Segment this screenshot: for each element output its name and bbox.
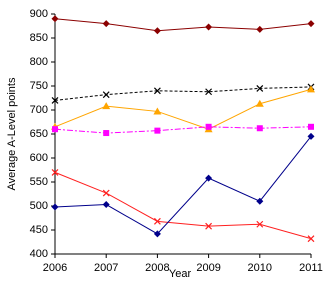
marker <box>51 15 59 23</box>
series-line <box>54 86 312 101</box>
marker <box>256 25 264 33</box>
marker <box>102 189 110 197</box>
marker <box>205 88 213 96</box>
marker <box>256 197 264 205</box>
marker <box>307 132 315 140</box>
x-tick-label: 2011 <box>299 262 323 274</box>
x-tick-label: 2006 <box>43 262 67 274</box>
x-axis-label: Year <box>169 268 192 280</box>
y-tick-label: 550 <box>30 176 48 188</box>
marker <box>256 84 264 92</box>
marker <box>153 217 161 225</box>
marker <box>51 203 59 211</box>
marker <box>102 91 110 99</box>
marker <box>205 174 213 182</box>
series-line <box>54 126 312 134</box>
y-tick-label: 500 <box>30 200 48 212</box>
marker <box>205 123 212 130</box>
series-line <box>54 171 312 240</box>
marker <box>255 99 264 107</box>
marker <box>102 102 111 110</box>
marker <box>153 27 161 35</box>
marker <box>307 20 315 28</box>
marker <box>205 23 213 31</box>
marker <box>153 107 162 115</box>
marker <box>205 222 213 230</box>
marker <box>256 125 263 132</box>
x-tick-label: 2010 <box>248 262 272 274</box>
y-tick-label: 900 <box>30 8 48 20</box>
marker <box>154 127 161 134</box>
x-tick-label: 2008 <box>145 262 169 274</box>
x-tick-label: 2007 <box>94 262 118 274</box>
y-tick-label: 700 <box>30 104 48 116</box>
marker <box>103 130 110 137</box>
marker <box>102 20 110 28</box>
y-tick-label: 400 <box>30 248 48 260</box>
y-tick-label: 850 <box>30 32 48 44</box>
marker <box>52 126 58 133</box>
marker <box>307 85 315 93</box>
y-tick-label: 750 <box>30 80 48 92</box>
y-tick-label: 450 <box>30 224 48 236</box>
marker <box>51 96 59 104</box>
series-line <box>54 136 312 235</box>
marker <box>307 235 315 243</box>
marker <box>153 230 161 238</box>
x-tick-label: 2009 <box>196 262 220 274</box>
y-axis-label: Average A-Level points <box>6 77 18 190</box>
marker <box>153 87 161 95</box>
y-tick-label: 650 <box>30 128 48 140</box>
marker <box>102 201 110 209</box>
series-line <box>54 88 312 130</box>
marker <box>308 123 314 130</box>
marker <box>256 220 264 228</box>
marker <box>51 168 59 176</box>
y-tick-label: 600 <box>30 152 48 164</box>
series-line <box>54 18 312 32</box>
y-tick-label: 800 <box>30 56 48 68</box>
